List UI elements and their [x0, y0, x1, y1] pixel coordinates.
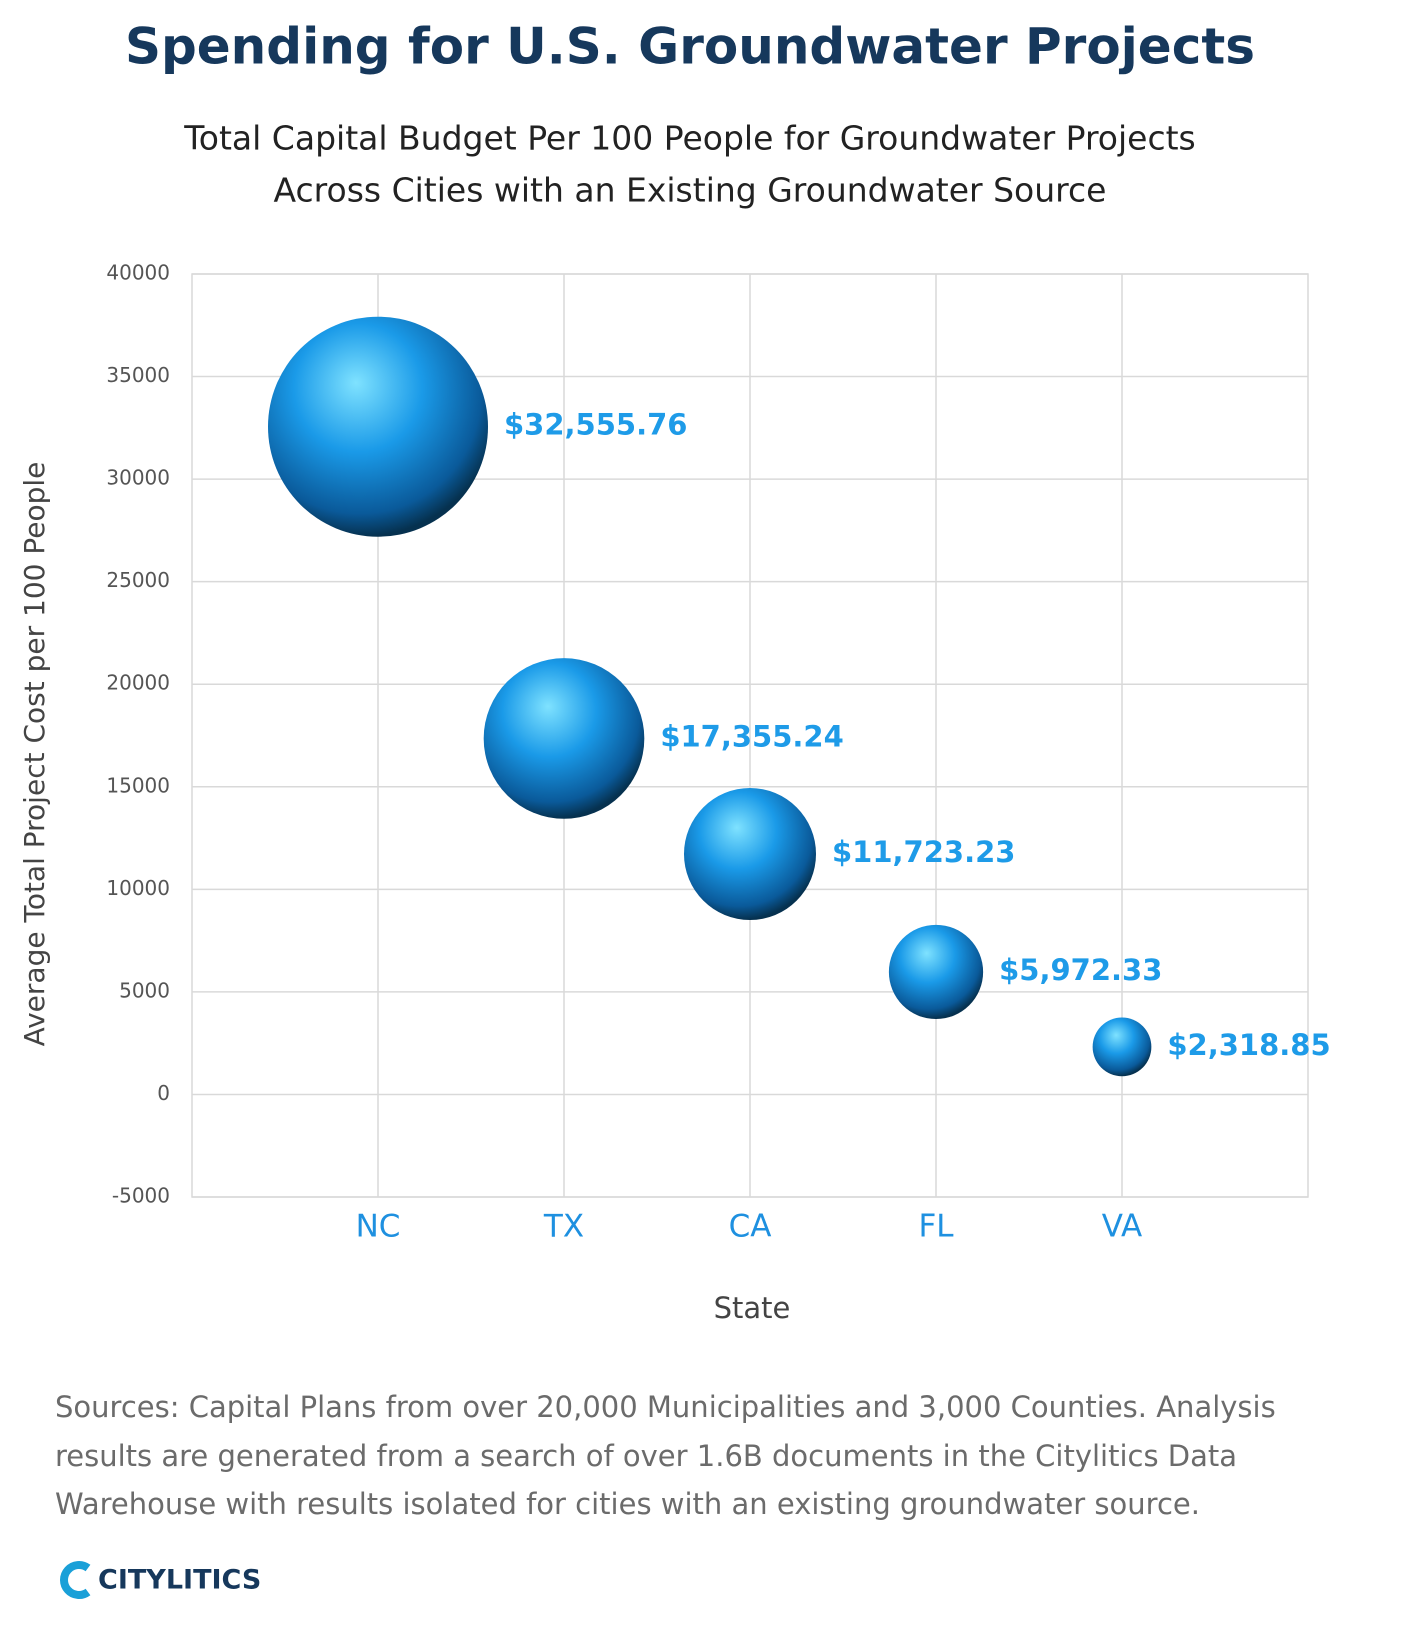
bubble	[888, 924, 984, 1020]
value-label: $5,972.33	[999, 953, 1162, 987]
value-label: $2,318.85	[1167, 1028, 1330, 1062]
sources-text: Sources: Capital Plans from over 20,000 …	[55, 1390, 1276, 1424]
y-tick-label: -5000	[112, 1184, 170, 1208]
chart-subtitle: Total Capital Budget Per 100 People for …	[183, 119, 1195, 158]
value-label: $11,723.23	[832, 835, 1015, 869]
value-label: $17,355.24	[660, 719, 843, 753]
sources-text: Warehouse with results isolated for citi…	[55, 1487, 1200, 1521]
bubble	[1092, 1017, 1152, 1077]
bubble	[268, 316, 488, 537]
logo-text: CITYLITICS	[98, 1565, 261, 1596]
bubble	[483, 658, 645, 819]
x-tick-label: CA	[729, 1209, 772, 1245]
x-tick-label: NC	[356, 1209, 401, 1245]
y-tick-label: 5000	[119, 978, 170, 1002]
x-tick-label: TX	[543, 1209, 584, 1245]
bubble	[683, 787, 817, 920]
y-tick-label: 0	[157, 1081, 170, 1105]
sources-text: results are generated from a search of o…	[55, 1439, 1237, 1473]
y-tick-label: 20000	[106, 671, 170, 695]
y-tick-label: 30000	[106, 466, 170, 490]
x-tick-label: FL	[918, 1209, 954, 1245]
y-tick-label: 25000	[106, 568, 170, 592]
chart-title: Spending for U.S. Groundwater Projects	[125, 18, 1255, 76]
x-axis-title: State	[714, 1291, 791, 1325]
logo-mark	[60, 1561, 91, 1599]
y-tick-label: 15000	[106, 773, 170, 797]
x-tick-label: VA	[1102, 1209, 1142, 1245]
y-tick-label: 40000	[106, 261, 170, 285]
y-tick-label: 10000	[106, 876, 170, 900]
y-tick-label: 35000	[106, 363, 170, 387]
chart-subtitle: Across Cities with an Existing Groundwat…	[274, 171, 1107, 210]
value-label: $32,555.76	[504, 408, 687, 442]
y-axis-title: Average Total Project Cost per 100 Peopl…	[18, 462, 51, 1047]
